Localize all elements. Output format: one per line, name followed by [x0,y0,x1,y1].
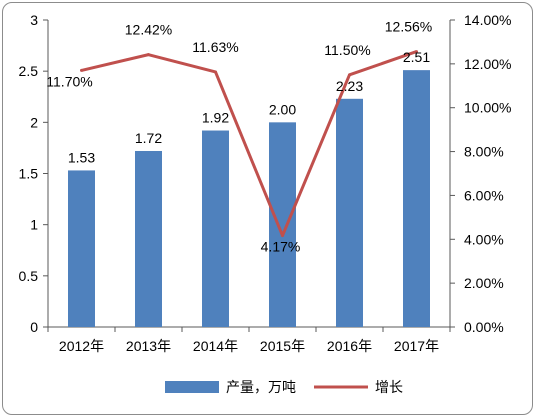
right-axis: 0.00% 2.00% 4.00% 6.00% 8.00% 10.00% 12.00% 14.… [449,12,511,335]
left-axis: 0 0.5 1 1.5 2 2.5 3 [19,12,49,335]
line-data-label: 4.17% [261,239,301,255]
bar-data-labels: 1.53 1.72 1.92 2.00 2.23 2.51 [68,49,430,165]
bar-data-label: 1.92 [202,110,229,126]
right-axis-tick-label: 14.00% [464,12,511,28]
left-axis-tick-label: 2 [30,114,38,130]
x-axis-tick-label: 2012年 [59,338,104,354]
bar-data-label: 2.23 [336,78,363,94]
bar [336,98,363,328]
bar [403,70,430,327]
growth-point [415,50,418,54]
x-axis-tick-label: 2017年 [394,338,439,354]
growth-point [214,70,217,74]
x-axis-tick-label: 2013年 [126,338,171,354]
right-axis-tick-label: 4.00% [464,231,504,247]
left-axis-tick-label: 0 [30,319,38,335]
bar [269,122,296,327]
growth-point [281,234,284,238]
x-axis-tick-label: 2016年 [327,338,372,354]
left-axis-tick-label: 2.5 [19,63,39,79]
right-axis-tick-label: 6.00% [464,187,504,203]
right-axis-tick-label: 12.00% [464,56,511,72]
growth-point [80,68,83,72]
growth-point [147,53,150,57]
legend-line-label: 增长 [375,380,403,396]
bar [202,130,229,327]
x-axis-tick-label: 2014年 [193,338,238,354]
left-axis-tick-label: 0.5 [19,268,39,284]
bar-data-label: 2.51 [403,49,430,65]
legend-bar-label: 产量，万吨 [226,380,296,396]
right-axis-tick-label: 10.00% [464,100,511,116]
line-data-label: 12.42% [125,22,172,38]
line-data-labels: 11.70% 12.42% 11.63% 4.17% 11.50% 12.56% [46,19,432,255]
bar [68,170,95,327]
bar [135,150,162,327]
bar-data-label: 1.72 [135,130,162,146]
left-axis-tick-label: 1.5 [19,166,39,182]
bar-series [68,70,430,328]
line-data-label: 11.50% [324,42,370,58]
x-axis-tick-label: 2015年 [260,338,305,354]
bar-data-label: 1.53 [68,149,95,165]
x-axis: 2012年 2013年 2014年 2015年 2016年 2017年 [47,326,451,354]
growth-point [348,73,351,77]
line-data-label: 11.63% [192,39,238,55]
right-axis-tick-label: 8.00% [464,144,504,160]
line-series [80,50,418,238]
line-data-label: 12.56% [385,19,432,35]
bar-data-label: 2.00 [269,101,296,117]
right-axis-tick-label: 0.00% [464,319,504,335]
legend-bar-swatch [165,381,219,393]
line-data-label: 11.70% [46,73,92,89]
left-axis-tick-label: 1 [30,217,38,233]
growth-line [81,50,417,238]
legend: 产量，万吨 增长 [165,380,403,396]
right-axis-tick-label: 2.00% [464,275,504,291]
left-axis-tick-label: 3 [30,12,38,28]
